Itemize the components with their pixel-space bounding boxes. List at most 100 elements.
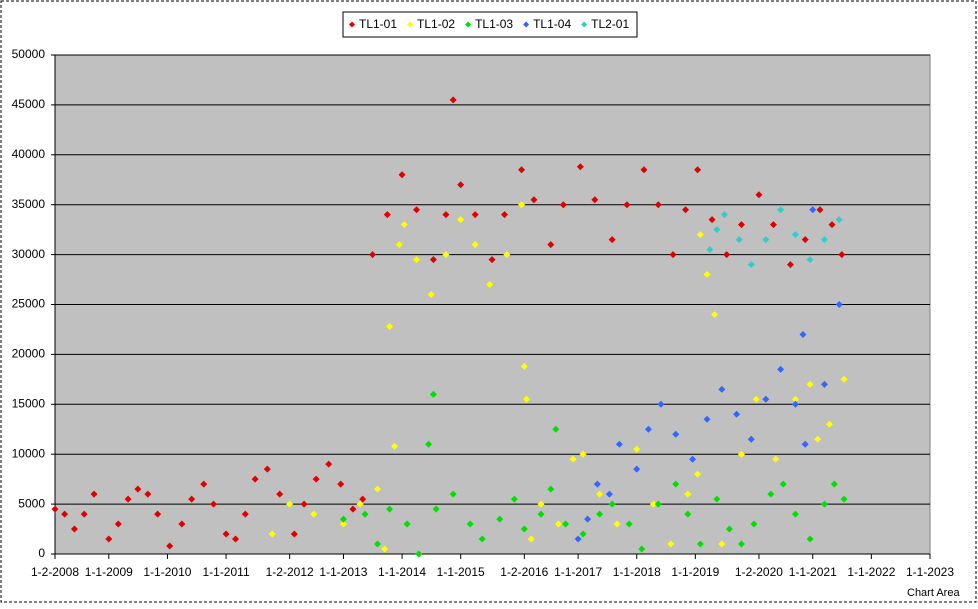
point <box>381 545 389 553</box>
y-tick-label: 40000 <box>12 147 46 161</box>
point <box>576 163 584 171</box>
point <box>413 206 421 214</box>
point <box>579 530 587 538</box>
point <box>633 465 641 473</box>
legend-marker <box>523 21 530 28</box>
point <box>654 201 662 209</box>
point <box>579 450 587 458</box>
point <box>276 490 284 498</box>
point <box>569 455 577 463</box>
point <box>755 191 763 199</box>
point <box>682 206 690 214</box>
point <box>791 231 799 239</box>
point <box>200 480 208 488</box>
point <box>478 535 486 543</box>
point <box>820 500 828 508</box>
point <box>361 510 369 518</box>
point <box>124 495 132 503</box>
point <box>429 390 437 398</box>
point <box>70 525 78 533</box>
point <box>825 420 833 428</box>
y-tick-label: 10000 <box>12 446 46 460</box>
point <box>696 540 704 548</box>
x-tick-label: 1-1-2013 <box>319 565 367 579</box>
point <box>374 540 382 548</box>
point <box>442 211 450 219</box>
point <box>806 380 814 388</box>
point <box>725 525 733 533</box>
point <box>640 166 648 174</box>
point <box>615 440 623 448</box>
point <box>290 530 298 538</box>
point <box>496 515 504 523</box>
point <box>752 395 760 403</box>
point <box>625 520 633 528</box>
point <box>403 520 411 528</box>
point <box>547 485 555 493</box>
x-tick-label: 1-1-2010 <box>143 565 191 579</box>
point <box>263 465 271 473</box>
point <box>527 535 535 543</box>
point <box>383 211 391 219</box>
point <box>623 201 631 209</box>
point <box>672 480 680 488</box>
point <box>400 221 408 229</box>
point <box>772 455 780 463</box>
point <box>657 400 665 408</box>
x-tick-label: 1-1-2017 <box>554 565 602 579</box>
point <box>747 261 755 269</box>
point <box>649 500 657 508</box>
point <box>684 490 692 498</box>
point <box>777 206 785 214</box>
y-tick-label: 20000 <box>12 347 46 361</box>
point <box>762 395 770 403</box>
point <box>178 520 186 528</box>
point <box>777 365 785 373</box>
point <box>608 236 616 244</box>
point <box>413 256 421 264</box>
point <box>530 196 538 204</box>
point <box>312 475 320 483</box>
x-tick-label: 1-2-2012 <box>266 565 314 579</box>
point <box>835 301 843 308</box>
x-tick-label: 1-2-2008 <box>31 565 79 579</box>
point <box>432 505 440 513</box>
point <box>711 310 719 318</box>
tooltip-box <box>903 585 963 601</box>
point <box>840 375 848 383</box>
point <box>523 395 531 403</box>
legend-label: TL1-02 <box>417 17 455 31</box>
point <box>339 520 347 528</box>
point <box>520 362 528 370</box>
point <box>608 500 616 508</box>
point <box>689 455 697 463</box>
point <box>605 490 613 498</box>
point <box>747 435 755 443</box>
point <box>633 445 641 453</box>
point <box>562 520 570 528</box>
point <box>694 166 702 174</box>
point <box>791 395 799 403</box>
point <box>830 480 838 488</box>
point <box>720 211 728 219</box>
point <box>144 490 152 498</box>
x-tick-label: 1-1-2009 <box>85 565 133 579</box>
point <box>809 206 817 214</box>
point <box>703 271 711 279</box>
series <box>574 206 843 543</box>
y-tick-label: 15000 <box>12 396 46 410</box>
point <box>638 545 646 553</box>
legend-marker <box>349 21 355 28</box>
x-tick-label: 1-1-2018 <box>613 565 661 579</box>
point <box>310 510 318 518</box>
point <box>449 96 457 104</box>
point <box>838 251 846 259</box>
point <box>232 535 240 543</box>
point <box>574 535 582 543</box>
y-tick-label: 45000 <box>12 97 46 111</box>
point <box>713 226 721 234</box>
point <box>684 510 692 518</box>
point <box>806 535 814 543</box>
point <box>737 540 745 548</box>
